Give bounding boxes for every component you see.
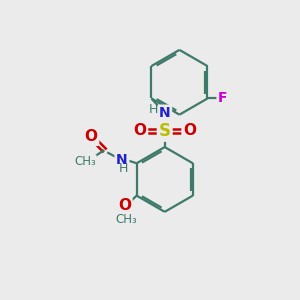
- Text: F: F: [218, 92, 228, 106]
- Text: CH₃: CH₃: [115, 213, 137, 226]
- Text: N: N: [159, 106, 170, 120]
- Text: O: O: [85, 129, 98, 144]
- Text: N: N: [116, 153, 128, 167]
- Text: O: O: [133, 123, 146, 138]
- Text: CH₃: CH₃: [74, 155, 96, 168]
- Text: H: H: [119, 162, 128, 175]
- Text: O: O: [118, 198, 131, 213]
- Text: S: S: [159, 122, 171, 140]
- Text: O: O: [183, 123, 196, 138]
- Text: H: H: [149, 103, 158, 116]
